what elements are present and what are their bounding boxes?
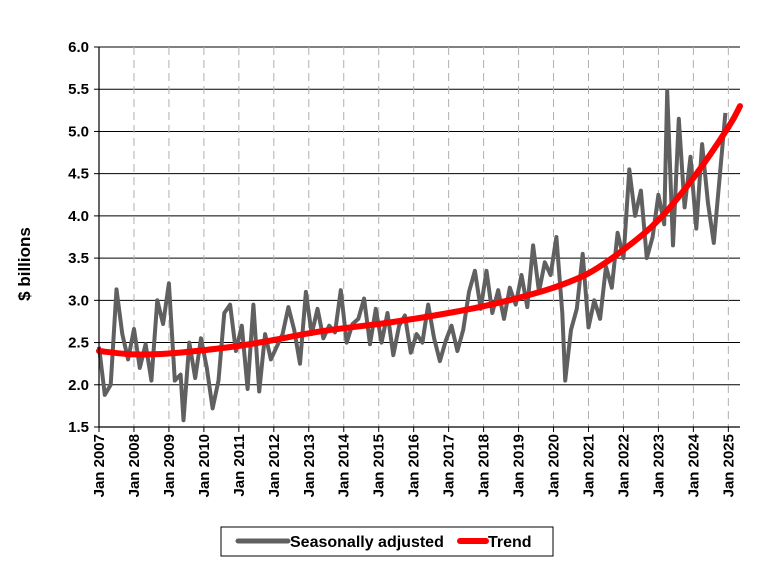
x-tick-label: Jan 2019: [511, 434, 528, 497]
x-tick-label: Jan 2023: [650, 434, 667, 497]
x-tick-label: Jan 2017: [441, 434, 458, 497]
y-tick-label: 4.0: [68, 208, 89, 225]
x-tick-label: Jan 2007: [91, 434, 108, 497]
y-tick-label: 6.0: [68, 39, 89, 56]
y-axis-label: $ billions: [15, 227, 34, 301]
legend-label-seasonally-adjusted: Seasonally adjusted: [290, 534, 444, 551]
grid: [99, 46, 740, 427]
x-tick-label: Jan 2015: [371, 434, 388, 497]
x-tick-label: Jan 2013: [301, 434, 318, 497]
x-tick-label: Jan 2014: [336, 433, 353, 497]
x-tick-label: Jan 2011: [231, 434, 248, 497]
series-line-trend: [96, 103, 743, 358]
x-tick-label: Jan 2024: [685, 433, 702, 497]
y-tick-label: 2.0: [68, 377, 89, 394]
y-tick-label: 3.5: [68, 250, 89, 267]
x-tick-label: Jan 2016: [406, 434, 423, 497]
x-tick-label: Jan 2012: [266, 434, 283, 497]
y-tick-label: 5.0: [68, 123, 89, 140]
x-tick-label: Jan 2010: [196, 434, 213, 497]
legend-label-trend: Trend: [488, 534, 532, 551]
x-tick-label: Jan 2022: [615, 434, 632, 497]
ticks: 1.5 2.0 2.5 3.0 3.5 4.0 4.5 5.0 5.5 6.0 Jan 2007 Ja…: [68, 39, 737, 497]
x-tick-label: Jan 2009: [161, 434, 178, 497]
x-tick-label: Jan 2021: [580, 434, 597, 497]
y-tick-label: 3.0: [68, 292, 89, 309]
x-tick-label: Jan 2008: [126, 434, 143, 497]
series-group: [96, 88, 743, 423]
y-tick-label: 5.5: [68, 81, 89, 98]
legend: Seasonally adjusted Trend: [220, 526, 554, 557]
axes: [94, 46, 740, 432]
y-tick-label: 4.5: [68, 166, 89, 183]
y-tick-label: 2.5: [68, 335, 89, 352]
x-tick-label: Jan 2025: [720, 434, 737, 497]
y-tick-label: 1.5: [68, 419, 89, 436]
x-tick-label: Jan 2020: [546, 434, 563, 497]
x-tick-label: Jan 2018: [476, 434, 493, 497]
